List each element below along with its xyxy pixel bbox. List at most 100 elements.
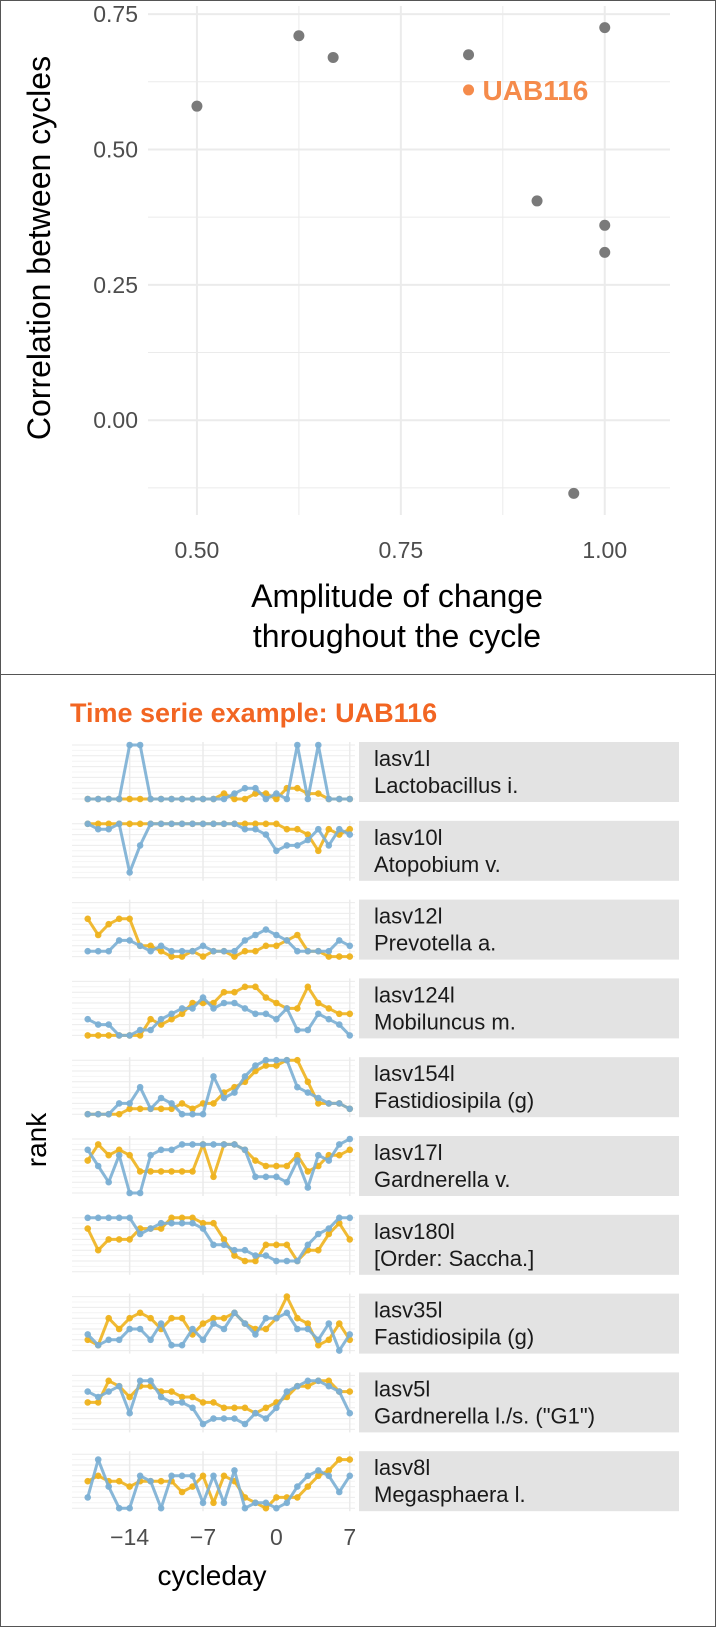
yellow-series-point xyxy=(335,1320,343,1327)
blue-series-point xyxy=(94,1456,102,1463)
blue-series-point xyxy=(335,1488,343,1496)
yellow-series-point xyxy=(220,1404,228,1412)
facet-asv-label: lasv8l xyxy=(374,1455,430,1480)
facet-asv-label: lasv5l xyxy=(374,1376,430,1401)
blue-series-point xyxy=(94,1021,102,1028)
yellow-series-point xyxy=(231,1404,238,1412)
blue-series-point xyxy=(147,795,154,803)
yellow-series-point xyxy=(262,1325,270,1333)
blue-series-point xyxy=(283,1257,291,1265)
blue-series-point xyxy=(325,1320,333,1327)
yellow-series-point xyxy=(252,947,259,955)
blue-series-point xyxy=(262,1499,270,1507)
blue-series-point xyxy=(147,1105,154,1113)
blue-series-point xyxy=(147,1336,154,1344)
blue-series-point xyxy=(105,1388,112,1395)
yellow-series-point xyxy=(105,820,112,828)
yellow-series-point xyxy=(304,1168,312,1175)
blue-series-point xyxy=(126,1409,133,1417)
blue-series-point xyxy=(210,795,217,803)
blue-series-point xyxy=(115,1032,123,1039)
blue-series-point xyxy=(273,1173,280,1181)
data-point xyxy=(293,30,305,42)
facet-asv-label: lasv17l xyxy=(374,1140,442,1165)
blue-series-point xyxy=(315,741,322,749)
yellow-series-point xyxy=(335,1456,343,1463)
blue-series-point xyxy=(168,947,175,955)
blue-series-point xyxy=(335,937,343,944)
blue-series-point xyxy=(220,1141,228,1148)
blue-series-point xyxy=(210,1141,217,1148)
yellow-series-point xyxy=(168,953,175,960)
blue-series-point xyxy=(325,1472,333,1480)
yellow-series-point xyxy=(294,1056,301,1064)
yellow-series-point xyxy=(136,795,144,803)
facet-strip xyxy=(359,899,679,960)
x-tick-label: 0.50 xyxy=(175,537,220,563)
blue-series-point xyxy=(84,947,92,955)
blue-series-point xyxy=(262,1056,270,1064)
blue-series-point xyxy=(147,1026,154,1034)
yellow-series-point xyxy=(105,1377,112,1385)
blue-series-point xyxy=(273,1015,280,1023)
blue-series-point xyxy=(157,1504,165,1512)
facet-panel: lasv180l[Order: Saccha.] xyxy=(72,1214,679,1275)
blue-series-point xyxy=(304,1472,312,1480)
yellow-series-point xyxy=(220,1472,228,1480)
blue-series-point xyxy=(231,1415,238,1422)
yellow-series-point xyxy=(115,1146,123,1154)
blue-series-point xyxy=(315,1336,322,1344)
yellow-series-point xyxy=(178,1314,186,1322)
highlighted-point xyxy=(463,84,475,96)
blue-series-point xyxy=(178,1141,186,1148)
blue-series-point xyxy=(105,1483,112,1490)
blue-series-point xyxy=(335,825,343,833)
blue-series-point xyxy=(283,1388,291,1395)
blue-series-point xyxy=(126,1100,133,1107)
blue-series-point xyxy=(252,1173,259,1181)
blue-series-point xyxy=(126,1504,133,1512)
blue-series-point xyxy=(210,1472,217,1480)
blue-series-point xyxy=(220,1499,228,1507)
blue-series-point xyxy=(273,790,280,797)
yellow-series-point xyxy=(294,931,301,939)
yellow-series-point xyxy=(315,1341,322,1349)
blue-series-point xyxy=(252,1062,259,1069)
blue-series-point xyxy=(157,820,165,828)
yellow-series-point xyxy=(210,1499,217,1507)
blue-series-point xyxy=(241,1504,249,1512)
blue-series-point xyxy=(220,820,228,828)
blue-series-point xyxy=(294,1026,301,1034)
yellow-series-point xyxy=(84,1399,92,1406)
blue-series-point xyxy=(178,1005,186,1012)
blue-series-point xyxy=(294,1325,301,1333)
blue-series-point xyxy=(325,947,333,955)
time-series-x-tick-labels: −14 −7 0 7 xyxy=(110,1524,356,1550)
blue-series-point xyxy=(283,795,291,803)
blue-series-point xyxy=(94,1110,102,1118)
yellow-series-point xyxy=(294,1151,301,1159)
yellow-series-point xyxy=(157,1477,165,1485)
blue-series-point xyxy=(178,947,186,955)
blue-series-point xyxy=(304,1377,312,1385)
blue-series-point xyxy=(199,1336,207,1344)
time-series-title: Time serie example: UAB116 xyxy=(70,698,437,728)
blue-series-point xyxy=(168,820,175,828)
blue-series-point xyxy=(105,1336,112,1344)
blue-series-point xyxy=(315,947,322,955)
yellow-series-point xyxy=(283,1293,291,1300)
data-point xyxy=(599,219,611,231)
facet-taxon-label: Lactobacillus i. xyxy=(374,773,518,798)
yellow-series-point xyxy=(105,1314,112,1322)
yellow-series-point xyxy=(262,1404,270,1412)
blue-series-point xyxy=(325,1100,333,1107)
yellow-series-point xyxy=(126,820,133,828)
yellow-series-point xyxy=(252,1157,259,1164)
facet-taxon-label: Fastidiosipila (g) xyxy=(374,1088,534,1113)
blue-series-point xyxy=(210,1320,217,1327)
blue-series-point xyxy=(335,1141,343,1148)
yellow-series-point xyxy=(252,983,259,991)
yellow-series-point xyxy=(84,1225,92,1232)
